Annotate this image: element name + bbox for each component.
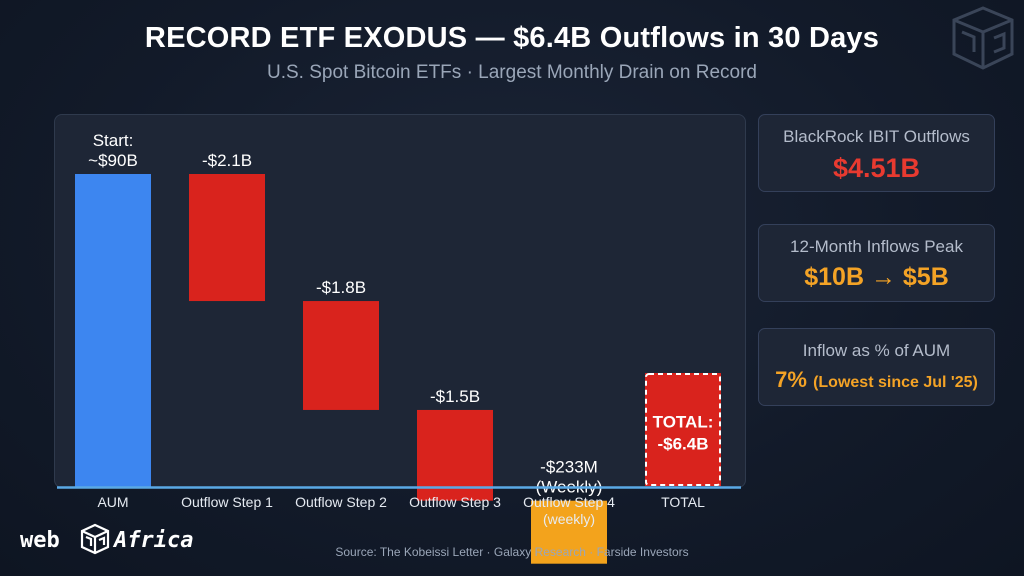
bar-total (645, 373, 721, 486)
bar-label: -$6.4B (657, 435, 708, 454)
source-note: Source: The Kobeissi Letter · Galaxy Res… (335, 545, 689, 559)
card-inflows-peak: 12-Month Inflows Peak $10B → $5B (758, 224, 995, 302)
bar-label: TOTAL: (653, 413, 714, 432)
bar-label: ~$90B (88, 151, 138, 170)
cube-logo-icon (952, 6, 1014, 70)
bar-label: -$2.1B (202, 151, 252, 170)
card-note: (Lowest since Jul '25) (813, 374, 978, 391)
x-tick-label: Outflow Step 2 (295, 494, 387, 510)
bar-label: -$1.8B (316, 278, 366, 297)
card-ibit-outflows: BlackRock IBIT Outflows $4.51B (758, 114, 995, 192)
waterfall-chart: Start:~$90B AUM -$2.1B Outflow Step 1 -$1.8B… (57, 131, 741, 564)
x-tick-label: Outflow Step 1 (181, 494, 273, 510)
bar-outflow (189, 174, 265, 302)
chart-panel: Start: ~$90B AUM -$2.1B Outflow Step 1 -$1.8B… (54, 114, 746, 564)
chart-subtitle: U.S. Spot Bitcoin ETFs · Largest Monthly… (267, 62, 757, 83)
x-tick-label: Outflow Step 4 (523, 494, 615, 510)
card-value: 7% (775, 367, 807, 392)
bar-weekly (531, 500, 607, 564)
card-label: Inflow as % of AUM (802, 341, 951, 360)
brand-cube-icon (80, 523, 110, 555)
x-tick-label: Outflow Step 3 (409, 494, 501, 510)
card-inflow-aum: Inflow as % of AUM 7% (Lowest since Jul … (758, 328, 995, 406)
brand-text-right: Africa (114, 528, 194, 553)
brand-text-left: web (20, 528, 60, 553)
card-value-row: 7% (Lowest since Jul '25) (759, 367, 994, 393)
bar-label: -$1.5B (430, 387, 480, 406)
x-tick-label: (weekly) (543, 511, 595, 527)
card-value: $4.51B (832, 153, 921, 183)
card-label: 12-Month Inflows Peak (790, 237, 963, 256)
card-value: $10B → $5B (804, 263, 949, 291)
bar-label: -$233M (540, 458, 598, 477)
bar-start (75, 174, 151, 487)
brand-logo: web Africa (20, 522, 194, 558)
card-label: BlackRock IBIT Outflows (783, 127, 970, 146)
chart-title: RECORD ETF EXODUS — $6.4B Outflows in 30… (144, 22, 880, 54)
x-tick-label: TOTAL (661, 494, 705, 510)
x-tick-label: AUM (97, 494, 128, 510)
bar-outflow (303, 301, 379, 410)
bar-outflow (417, 409, 493, 501)
bar-label: Start: (93, 131, 134, 150)
bar-total-outline (645, 373, 721, 486)
